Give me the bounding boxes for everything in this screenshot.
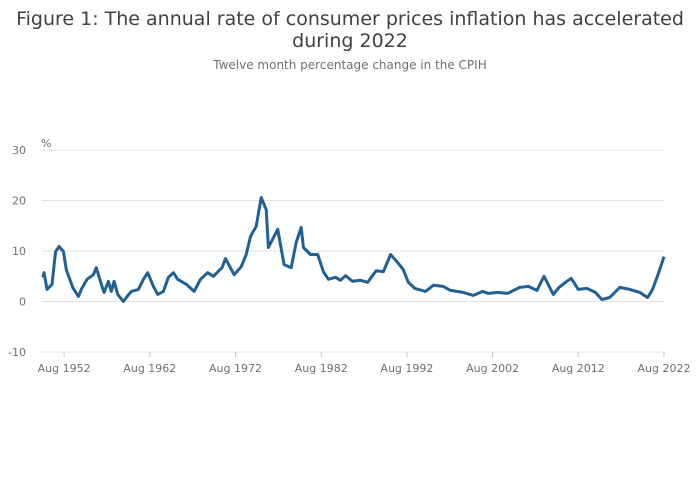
x-tick-label: Aug 1952: [38, 362, 91, 375]
x-tick-label: Aug 1992: [380, 362, 433, 375]
x-tick-label: Aug 2002: [466, 362, 519, 375]
y-tick-label: 0: [19, 296, 26, 309]
y-axis-label: %: [41, 137, 51, 150]
chart-title: Figure 1: The annual rate of consumer pr…: [16, 8, 684, 52]
y-tick-label: 20: [12, 195, 26, 208]
y-tick-label: -10: [8, 346, 26, 359]
y-tick-label: 30: [12, 144, 26, 157]
x-tick-label: Aug 1982: [295, 362, 348, 375]
x-tick-label: Aug 2022: [638, 362, 691, 375]
y-tick-label: 10: [12, 245, 26, 258]
x-tick-label: Aug 2012: [552, 362, 605, 375]
x-tick-label: Aug 1972: [209, 362, 262, 375]
chart-subtitle: Twelve month percentage change in the CP…: [213, 58, 487, 72]
x-tick-label: Aug 1962: [123, 362, 176, 375]
series-line: [41, 196, 666, 303]
